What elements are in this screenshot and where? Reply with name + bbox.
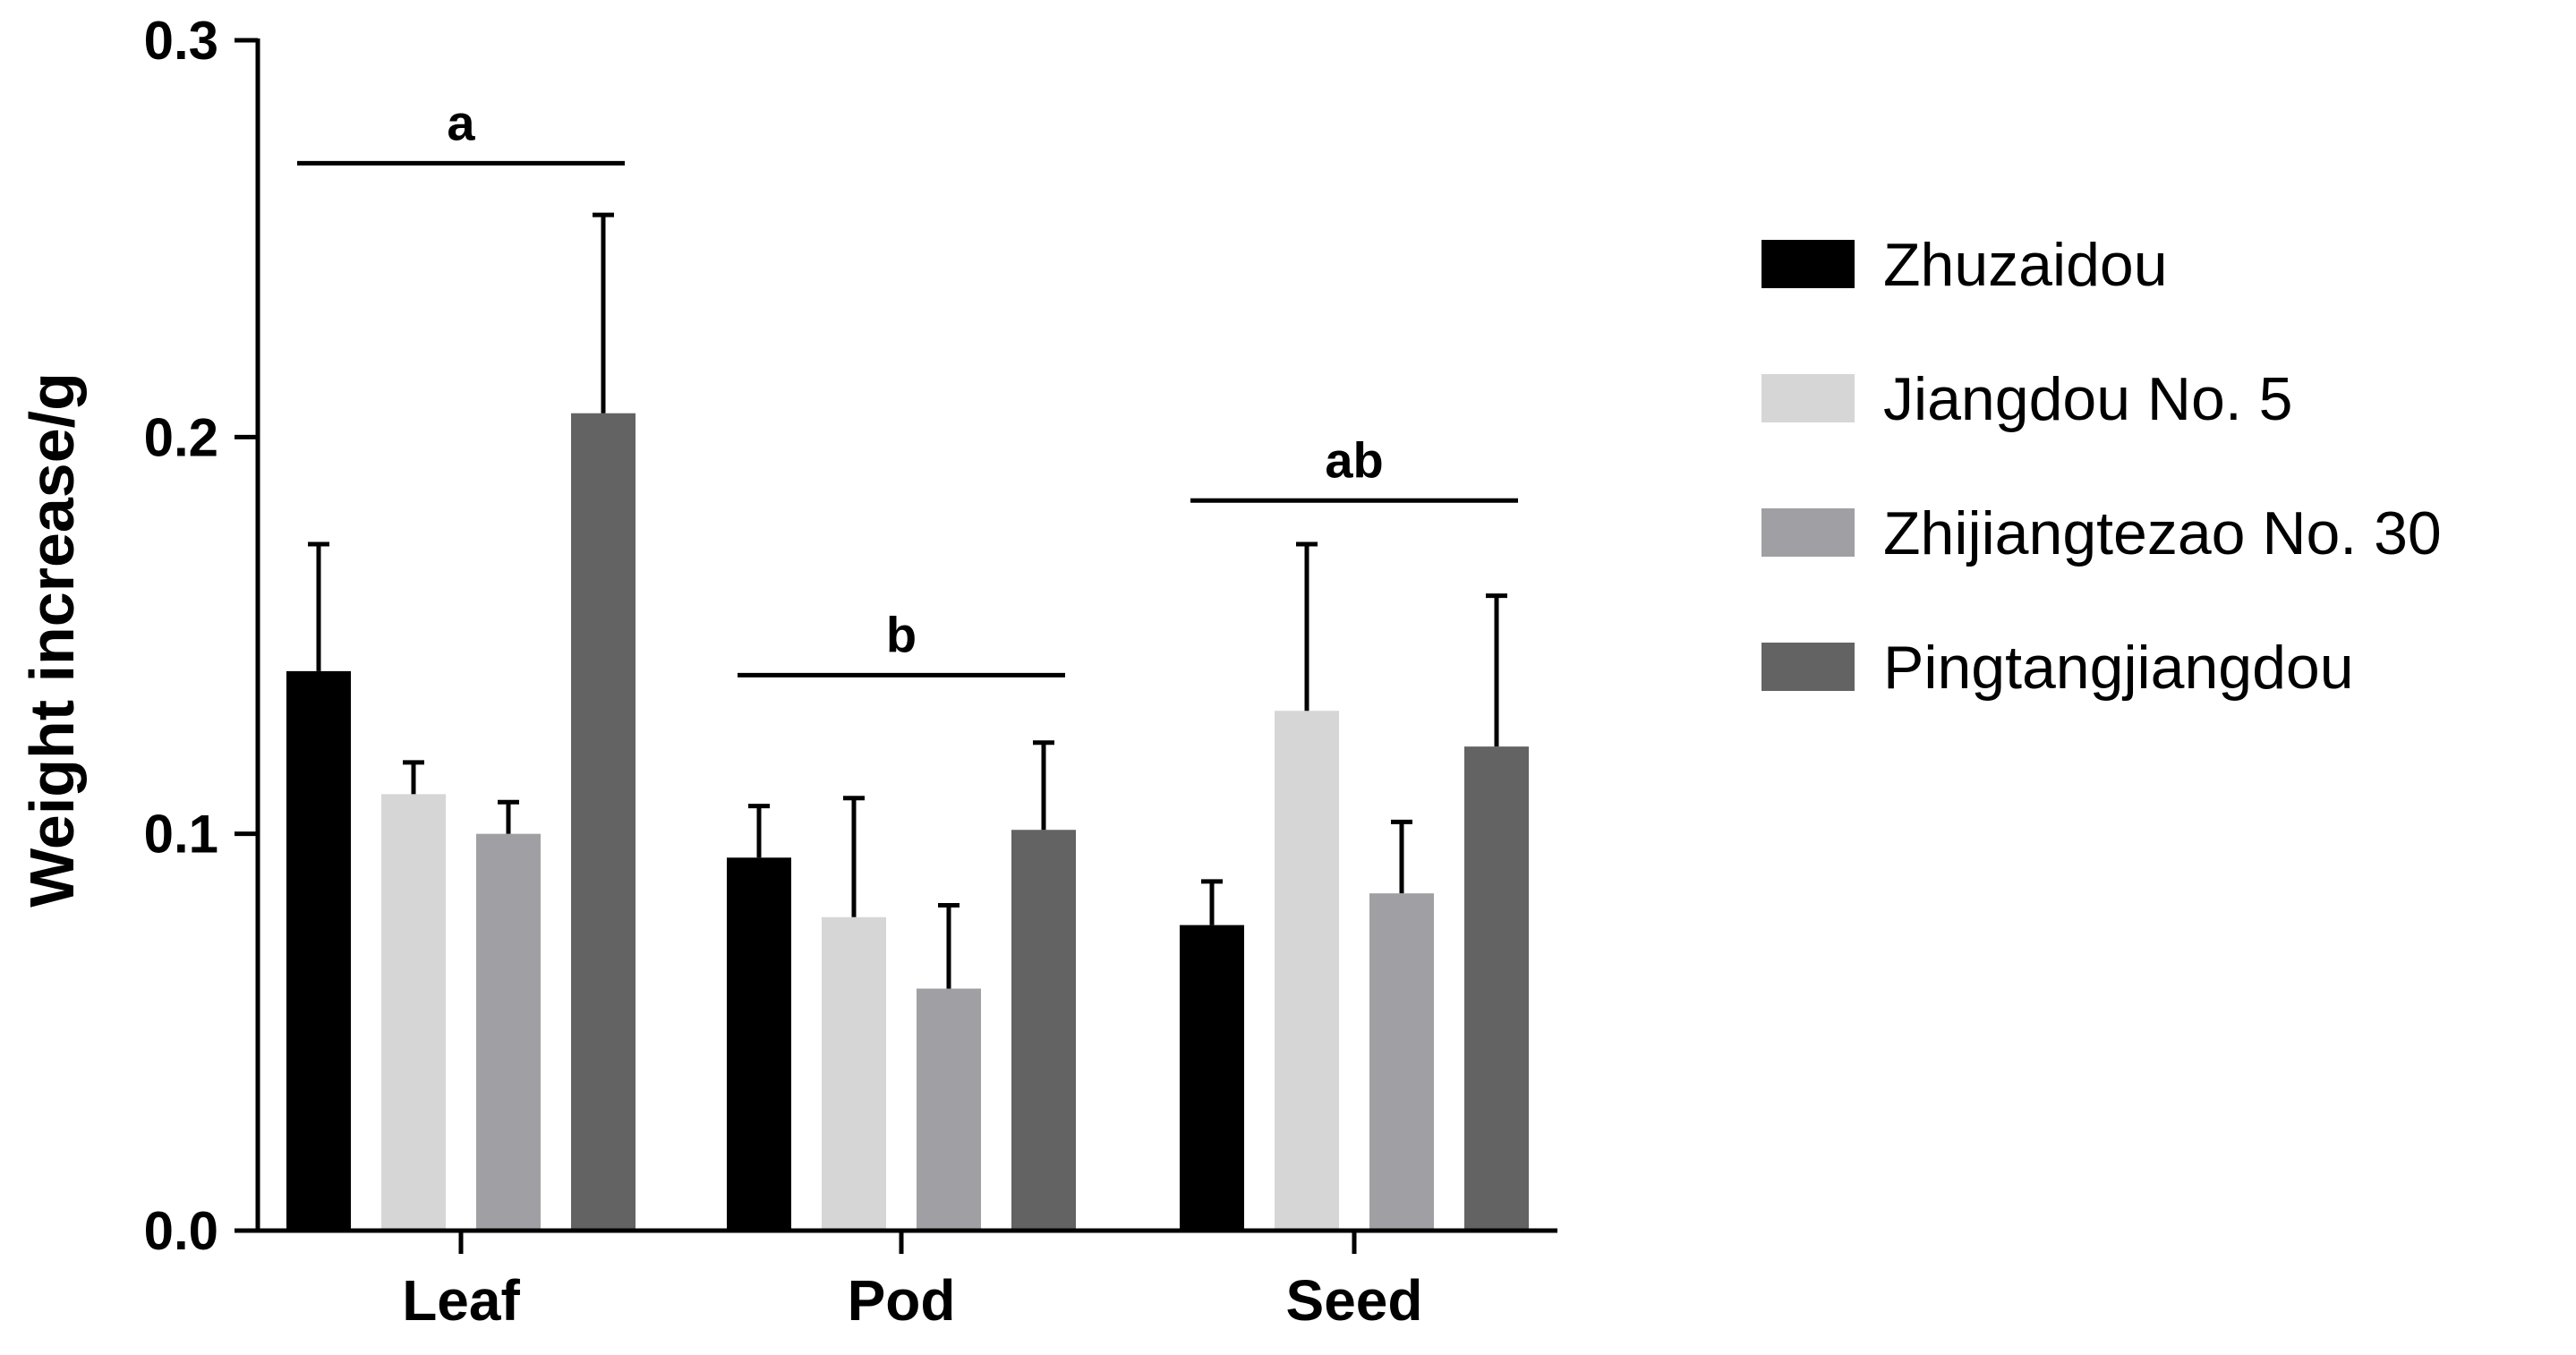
x-category-label: Leaf	[402, 1268, 520, 1333]
bar	[381, 794, 446, 1231]
bars	[286, 413, 1529, 1231]
legend-label: Zhijiangtezao No. 30	[1883, 499, 2442, 567]
significance-label: a	[447, 94, 475, 150]
significance-label: ab	[1325, 431, 1383, 488]
bar	[917, 988, 981, 1231]
bar	[286, 670, 351, 1231]
legend-swatch	[1761, 240, 1855, 288]
x-category-label: Seed	[1286, 1268, 1423, 1333]
error-bars	[308, 212, 1507, 989]
bar	[476, 833, 541, 1231]
y-tick-label: 0.0	[144, 1201, 218, 1261]
bar	[822, 916, 886, 1231]
y-tick-label: 0.1	[144, 805, 218, 865]
y-tick-label: 0.2	[144, 407, 218, 467]
legend-label: Jiangdou No. 5	[1883, 365, 2292, 433]
y-tick-label: 0.3	[144, 11, 218, 71]
legend-swatch	[1761, 643, 1855, 691]
bar	[1464, 746, 1529, 1231]
bar	[571, 413, 635, 1231]
bar	[1180, 925, 1244, 1231]
y-axis-title: Weight increase/g	[17, 372, 87, 908]
bar	[1011, 830, 1076, 1231]
x-axis: Leaf Pod Seed	[256, 1228, 1557, 1333]
bar	[727, 857, 791, 1231]
legend: Zhuzaidou Jiangdou No. 5 Zhijiangtezao No.…	[1761, 231, 2442, 702]
bar	[1369, 893, 1434, 1231]
significance-label: b	[886, 606, 917, 662]
legend-swatch	[1761, 374, 1855, 422]
x-category-label: Pod	[848, 1268, 956, 1333]
y-axis: 0.0 0.1 0.2 0.3	[144, 11, 260, 1261]
bar	[1275, 711, 1339, 1231]
legend-swatch	[1761, 508, 1855, 557]
legend-label: Zhuzaidou	[1883, 231, 2168, 299]
legend-label: Pingtangjiangdou	[1883, 634, 2354, 702]
